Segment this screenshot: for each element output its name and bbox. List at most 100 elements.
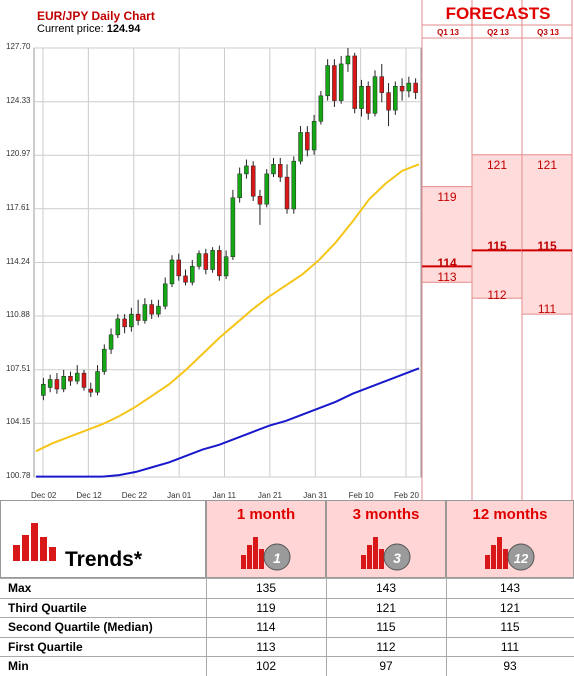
- q1-high: 119: [437, 190, 457, 204]
- candle-body: [108, 334, 114, 350]
- q3-high: 121: [536, 158, 558, 172]
- candle: [257, 189, 263, 225]
- candle: [95, 365, 100, 396]
- column-header-1-month: 1 month 1: [206, 500, 326, 578]
- trend-3-months-icon: 3: [361, 537, 411, 571]
- candle-body: [379, 76, 385, 93]
- x-tick-label: Dec 22: [121, 491, 148, 500]
- candlestick-chart: [33, 0, 573, 500]
- candle-body: [250, 165, 256, 197]
- column-header-12-months: 12 months 12: [446, 500, 574, 578]
- candle-body: [217, 250, 222, 277]
- candle: [271, 157, 276, 178]
- candle: [81, 369, 87, 391]
- candle: [399, 78, 405, 101]
- candle: [41, 377, 46, 401]
- candle-body: [47, 379, 53, 388]
- quarter-label-q1: Q1 13: [437, 28, 459, 37]
- candle-body: [311, 121, 317, 151]
- candle-body: [135, 313, 141, 321]
- trends-table: Trends* 1 month 1 3 months 3 12 months: [0, 500, 574, 676]
- candle: [196, 250, 202, 270]
- badge-1: 1: [273, 550, 281, 566]
- candle-body: [271, 164, 276, 175]
- candle: [203, 248, 209, 275]
- candle-body: [190, 266, 195, 283]
- candle: [305, 126, 310, 157]
- y-tick-label: 107.51: [6, 363, 31, 373]
- row-label: Max: [8, 581, 32, 595]
- candle: [365, 81, 371, 120]
- candle: [413, 78, 418, 99]
- candle-body: [325, 65, 330, 97]
- column-divider: [206, 578, 207, 676]
- x-tick-label: Jan 21: [257, 491, 282, 500]
- quarter-label-q3: Q3 13: [537, 28, 559, 37]
- trends-header: Trends*: [0, 500, 206, 578]
- q1-mid: 114: [437, 256, 457, 270]
- row-value: 135: [255, 581, 277, 595]
- forecast-grid: [421, 0, 573, 500]
- candle-body: [345, 55, 351, 65]
- q2-mid: 115: [487, 239, 507, 253]
- candle-body: [244, 165, 249, 175]
- candle: [379, 63, 385, 103]
- candle-body: [406, 82, 412, 92]
- candle-body: [88, 388, 94, 393]
- candle-body: [223, 256, 229, 277]
- y-tick-label: 120.97: [6, 149, 31, 159]
- column-divider: [326, 578, 327, 676]
- candle: [135, 299, 141, 326]
- candle-body: [142, 304, 148, 321]
- candle-body: [115, 318, 121, 336]
- y-tick-label: 117.61: [6, 202, 30, 212]
- candle: [61, 369, 66, 393]
- candle: [264, 169, 269, 208]
- row-label: Second Quartile (Median): [8, 620, 153, 635]
- column-divider: [446, 578, 447, 676]
- row-label: Min: [8, 659, 29, 674]
- candle: [345, 48, 351, 72]
- candle: [332, 59, 337, 107]
- candle: [122, 314, 127, 334]
- candle-body: [41, 384, 46, 396]
- candle-body: [372, 76, 378, 114]
- y-tick-label: 114.24: [6, 256, 30, 266]
- row-value: 119: [256, 600, 276, 615]
- y-tick-label: 110.88: [6, 310, 30, 320]
- row-value: 115: [500, 620, 520, 635]
- candle: [311, 114, 317, 155]
- y-tick-label: 124.33: [6, 95, 31, 105]
- forecast-box: [521, 154, 573, 315]
- table-row: Min 102 97 93: [0, 656, 574, 675]
- candle-body: [278, 164, 283, 178]
- candle-body: [169, 259, 175, 285]
- trend-12-months-icon: 12: [485, 537, 535, 571]
- candle-body: [305, 132, 310, 151]
- candle: [338, 55, 344, 104]
- candle: [88, 382, 94, 398]
- candle: [318, 91, 324, 125]
- column-header-3-months: 3 months 3: [326, 500, 446, 578]
- candle-body: [176, 259, 181, 277]
- price-label: Current price:: [37, 23, 104, 35]
- row-value: 115: [376, 620, 396, 635]
- row-value: 93: [503, 659, 517, 674]
- x-tick-label: Jan 11: [212, 491, 236, 500]
- candle-body: [352, 55, 357, 109]
- candle: [298, 126, 303, 165]
- candle: [149, 299, 154, 319]
- trend-1-month-icon: 1: [241, 537, 291, 571]
- chart-area: EUR/JPY Daily Chart Current price: 124.9…: [6, 0, 573, 500]
- q3-mid: 115: [537, 239, 557, 253]
- table-row: Max 135 143 143: [0, 578, 574, 597]
- candle-body: [257, 195, 263, 205]
- forecast-box: [471, 154, 523, 299]
- candle: [162, 277, 168, 310]
- candle-body: [332, 65, 337, 101]
- y-tick-label: 104.15: [6, 417, 31, 427]
- candle: [352, 52, 357, 114]
- y-tick-label: 100.78: [6, 471, 31, 480]
- moving-averages: [35, 163, 420, 478]
- candle: [108, 328, 114, 354]
